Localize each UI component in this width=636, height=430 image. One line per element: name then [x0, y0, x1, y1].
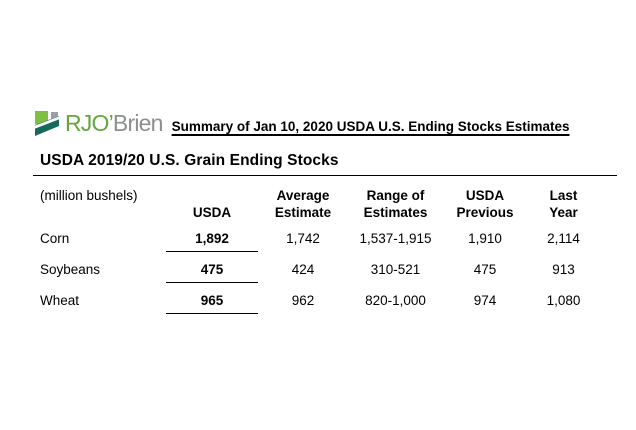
column-header-last-year: Last Year — [549, 188, 578, 220]
row-label-corn: Corn — [40, 231, 70, 246]
report-header: RJO’Brien Summary of Jan 10, 2020 USDA U… — [34, 110, 618, 137]
corn-usda-value: 1,892 — [166, 221, 258, 252]
report-title: Summary of Jan 10, 2020 USDA U.S. Ending… — [171, 119, 570, 134]
column-header-usda-previous: USDA Previous — [456, 188, 514, 220]
wheat-last-year: 1,080 — [546, 293, 581, 308]
rjobrien-logo: RJO’Brien — [34, 110, 163, 137]
soybeans-range-of-estimates: 310-521 — [370, 262, 421, 277]
wheat-average-estimate: 962 — [291, 293, 315, 308]
wheat-range-of-estimates: 820-1,000 — [365, 293, 426, 308]
wheat-usda-previous: 974 — [473, 293, 497, 308]
corn-average-estimate: 1,742 — [286, 231, 320, 246]
logo-text-secondary: Brien — [112, 110, 163, 136]
corn-range-of-estimates: 1,537-1,915 — [359, 231, 432, 246]
row-label-soybeans: Soybeans — [40, 262, 101, 277]
section-title: USDA 2019/20 U.S. Grain Ending Stocks — [40, 152, 339, 169]
column-header-range-of-estimates: Range of Estimates — [363, 188, 428, 220]
rjobrien-logo-text: RJO’Brien — [65, 112, 163, 135]
soybeans-usda-value: 475 — [166, 252, 258, 283]
column-header-average-estimate: Average Estimate — [274, 188, 332, 220]
soybeans-average-estimate: 424 — [291, 262, 315, 277]
unit-label-text: (million bushels) — [40, 188, 138, 203]
soybeans-last-year: 913 — [552, 262, 575, 277]
soybeans-usda-previous: 475 — [473, 262, 497, 277]
corn-last-year: 2,114 — [547, 231, 580, 246]
column-header-usda: USDA — [192, 205, 232, 220]
rjobrien-logo-icon — [34, 111, 60, 136]
corn-usda-previous: 1,910 — [468, 231, 502, 246]
wheat-usda-value: 965 — [166, 283, 258, 314]
ending-stocks-table: (million bushels) USDA Average Estimate … — [40, 184, 636, 314]
row-label-wheat: Wheat — [40, 293, 80, 308]
unit-label: (million bushels) — [40, 184, 166, 221]
section-divider — [33, 175, 617, 176]
logo-text-primary: RJO’ — [65, 110, 114, 136]
